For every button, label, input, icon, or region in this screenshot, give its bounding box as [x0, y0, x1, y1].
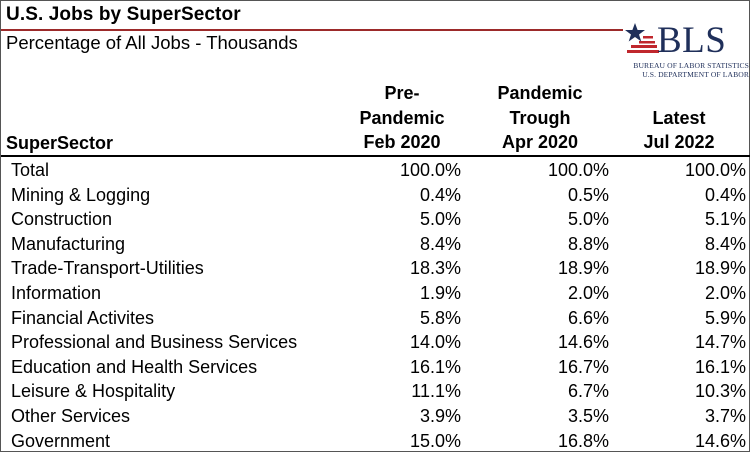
row-trough-value: 6.6% — [567, 307, 609, 328]
row-pre-pandemic-value: 5.0% — [419, 209, 461, 230]
column-header-sector: SuperSector — [6, 133, 114, 153]
row-trough-value: 2.0% — [567, 282, 609, 303]
row-sector-name: Education and Health Services — [11, 356, 258, 377]
table-row: Trade-Transport-Utilities 18.3% 18.9% 18.9% — [1, 256, 750, 281]
row-trough-value: 16.8% — [557, 430, 609, 451]
row-sector-name: Mining & Logging — [11, 184, 151, 205]
table-row: Total 100.0% 100.0% 100.0% — [1, 158, 750, 183]
row-trough-value: 8.8% — [567, 233, 609, 254]
row-sector-name: Financial Activites — [11, 307, 155, 328]
row-latest-value: 14.6% — [694, 430, 746, 451]
row-sector-name: Information — [11, 282, 102, 303]
row-sector-name: Trade-Transport-Utilities — [11, 258, 204, 279]
row-trough-value: 5.0% — [567, 209, 609, 230]
row-trough-value: 6.7% — [567, 381, 609, 402]
row-pre-pandemic-value: 8.4% — [419, 233, 461, 254]
row-latest-value: 14.7% — [694, 332, 746, 353]
table-row: Government 15.0% 16.8% 14.6% — [1, 429, 750, 453]
row-pre-pandemic-value: 1.9% — [419, 282, 461, 303]
table-row: Other Services 3.9% 3.5% 3.7% — [1, 404, 750, 429]
row-latest-value: 5.9% — [704, 307, 746, 328]
row-pre-pandemic-value: 14.0% — [409, 332, 461, 353]
column-header-latest: Latest Jul 2022 — [611, 81, 747, 155]
column-header-latest-line2: Jul 2022 — [643, 132, 715, 152]
row-sector-name: Government — [11, 430, 111, 451]
bls-logo-line1: BUREAU OF LABOR STATISTICS — [633, 61, 749, 70]
bls-logo-line2: U.S. DEPARTMENT OF LABOR — [642, 70, 749, 79]
row-latest-value: 3.7% — [704, 405, 746, 426]
column-header-latest-line1: Latest — [652, 107, 706, 128]
title-divider — [1, 29, 623, 31]
column-header-pre-line2: Pandemic — [359, 107, 445, 128]
bls-logo-text: BLS — [657, 20, 727, 61]
row-pre-pandemic-value: 11.1% — [411, 381, 461, 402]
row-trough-value: 100.0% — [547, 160, 609, 180]
column-header-trough-line2: Trough — [509, 107, 571, 128]
column-header-pre-pandemic: Pre- Pandemic Feb 2020 — [341, 81, 463, 155]
row-trough-value: 16.7% — [557, 356, 609, 377]
row-trough-value: 0.5% — [567, 184, 609, 205]
table-row: Construction 5.0% 5.0% 5.1% — [1, 207, 750, 232]
row-pre-pandemic-value: 0.4% — [419, 184, 461, 205]
column-header-pre-line3: Feb 2020 — [363, 132, 441, 152]
row-sector-name: Manufacturing — [11, 233, 126, 254]
row-sector-name: Other Services — [11, 405, 131, 426]
row-latest-value: 5.1% — [704, 209, 746, 230]
table-row: Manufacturing 8.4% 8.8% 8.4% — [1, 232, 750, 257]
table-row: Mining & Logging 0.4% 0.5% 0.4% — [1, 183, 750, 208]
column-header-pre-line1: Pre- — [384, 83, 420, 103]
row-pre-pandemic-value: 15.0% — [409, 430, 461, 451]
row-trough-value: 14.6% — [557, 332, 609, 353]
row-pre-pandemic-value: 5.8% — [419, 307, 461, 328]
page-title: U.S. Jobs by SuperSector — [6, 4, 241, 25]
row-pre-pandemic-value: 100.0% — [399, 160, 461, 180]
column-header-trough-line1: Pandemic — [497, 83, 583, 103]
table-row: Information 1.9% 2.0% 2.0% — [1, 281, 750, 306]
page-subtitle: Percentage of All Jobs - Thousands — [6, 32, 298, 53]
row-latest-value: 2.0% — [704, 282, 746, 303]
row-sector-name: Leisure & Hospitality — [11, 381, 176, 402]
table-row: Professional and Business Services 14.0% 1… — [1, 330, 750, 355]
row-latest-value: 0.4% — [704, 184, 746, 205]
table-row: Financial Activites 5.8% 6.6% 5.9% — [1, 306, 750, 331]
column-header-pandemic-trough: Pandemic Trough Apr 2020 — [471, 81, 609, 155]
bls-star-flag-icon — [625, 23, 659, 53]
row-trough-value: 3.5% — [567, 405, 609, 426]
row-pre-pandemic-value: 3.9% — [419, 405, 461, 426]
row-sector-name: Construction — [11, 209, 113, 230]
bls-logo: BLS BUREAU OF LABOR STATISTICS U.S. DEPA… — [625, 15, 749, 81]
row-trough-value: 18.9% — [557, 258, 609, 279]
header-divider — [1, 155, 750, 157]
table-row: Education and Health Services 16.1% 16.7% 1… — [1, 355, 750, 380]
row-sector-name: Professional and Business Services — [11, 332, 298, 353]
row-latest-value: 18.9% — [694, 258, 746, 279]
row-latest-value: 10.3% — [694, 381, 746, 402]
table-body: Total 100.0% 100.0% 100.0% Mining & Logging 0… — [1, 158, 750, 453]
row-pre-pandemic-value: 16.1% — [409, 356, 461, 377]
row-latest-value: 100.0% — [684, 160, 746, 180]
row-latest-value: 16.1% — [694, 356, 746, 377]
row-sector-name: Total — [11, 160, 50, 180]
row-pre-pandemic-value: 18.3% — [409, 258, 461, 279]
row-latest-value: 8.4% — [704, 233, 746, 254]
column-header-trough-line3: Apr 2020 — [501, 132, 579, 152]
table-row: Leisure & Hospitality 11.1% 6.7% 10.3% — [1, 379, 750, 404]
